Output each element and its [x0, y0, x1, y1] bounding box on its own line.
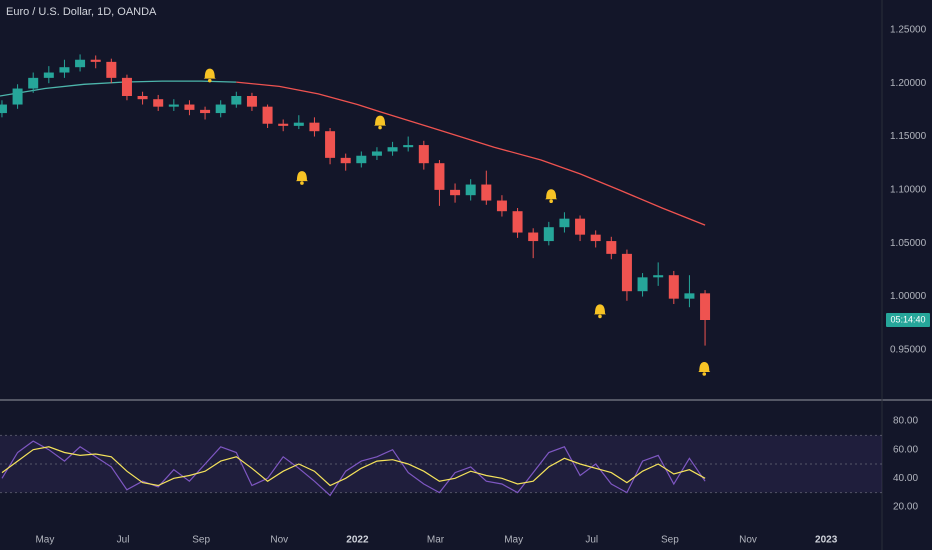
candle-body — [653, 275, 664, 278]
candle-body — [621, 253, 632, 292]
candle-body — [340, 157, 351, 164]
bell-body — [593, 304, 606, 315]
candle-body — [262, 106, 273, 124]
moving-average-line — [236, 81, 706, 226]
candle-body — [278, 123, 289, 126]
y-tick-label: 1.15000 — [890, 131, 927, 142]
candle-body — [575, 218, 586, 235]
candle-body — [215, 104, 226, 114]
alert-bell — [593, 304, 606, 319]
bell-body — [374, 115, 387, 126]
candle-body — [668, 275, 679, 299]
alert-bell — [698, 362, 711, 376]
bell-clapper — [378, 125, 382, 130]
bell-clapper — [300, 181, 304, 185]
rsi-line — [1, 446, 706, 487]
candle-body — [325, 131, 336, 158]
y-tick-label: 40.00 — [893, 473, 918, 484]
candle-body — [137, 96, 148, 100]
price-label-box — [886, 313, 930, 327]
alert-bell — [545, 189, 558, 203]
bell-clapper — [207, 78, 212, 83]
bell-clapper — [549, 199, 553, 203]
candle-body — [293, 122, 304, 126]
candle-body — [121, 77, 132, 96]
candle-body — [528, 232, 539, 242]
candle-body — [231, 96, 242, 105]
y-tick-label: 1.25000 — [890, 25, 927, 36]
y-tick-label: 1.20000 — [890, 78, 927, 89]
alert-bell — [295, 171, 308, 185]
candle-body — [356, 155, 367, 164]
candle-body — [418, 145, 429, 164]
x-tick-label: Nov — [739, 535, 757, 546]
candle-body — [12, 88, 23, 105]
candle-body — [465, 184, 476, 196]
candle-body — [559, 218, 570, 228]
bell-clapper — [598, 314, 602, 319]
candle-body — [700, 293, 711, 320]
bell-body — [295, 171, 308, 182]
candle-body — [184, 104, 195, 110]
chart-title: Euro / U.S. Dollar, 1D, OANDA — [6, 6, 157, 18]
candle-body — [200, 109, 211, 114]
candle-body — [637, 277, 648, 292]
bell-body — [545, 189, 558, 200]
alert-bell — [203, 68, 216, 83]
x-tick-label: Nov — [270, 535, 288, 546]
candle-body — [153, 99, 164, 107]
y-tick-label: 20.00 — [893, 502, 918, 513]
y-tick-label: 0.95000 — [890, 345, 927, 356]
candle-body — [496, 200, 507, 212]
x-tick-label: Mar — [427, 535, 445, 546]
candle-body — [371, 151, 382, 156]
y-tick-label: 80.00 — [893, 416, 918, 427]
candle-body — [512, 211, 523, 233]
x-tick-label: Jul — [585, 535, 598, 546]
candle-body — [75, 59, 86, 68]
x-tick-label: 2022 — [346, 535, 369, 546]
candle-body — [387, 147, 398, 152]
candle-body — [606, 241, 617, 254]
candle-body — [59, 67, 70, 73]
candle-body — [168, 104, 179, 107]
alert-bell — [374, 115, 387, 130]
candle-body — [434, 163, 445, 190]
candle-body — [450, 189, 461, 196]
candle-body — [106, 61, 117, 78]
rsi-line — [1, 440, 706, 497]
x-tick-label: Sep — [192, 535, 210, 546]
y-tick-label: 1.10000 — [890, 185, 927, 196]
candle-body — [590, 234, 601, 242]
x-tick-label: May — [35, 535, 54, 546]
candle-body — [481, 184, 492, 201]
candle-body — [43, 72, 54, 78]
candle-body — [0, 104, 7, 114]
candle-body — [684, 293, 695, 299]
y-tick-label: 1.00000 — [890, 291, 927, 302]
x-tick-label: 2023 — [815, 535, 838, 546]
price-label: 05:14:40 — [890, 314, 925, 324]
candle-body — [309, 122, 320, 132]
x-tick-label: Jul — [117, 535, 130, 546]
bell-body — [203, 68, 216, 79]
x-tick-label: Sep — [661, 535, 679, 546]
bell-clapper — [702, 372, 707, 376]
candle-body — [90, 59, 101, 62]
candle-body — [28, 77, 39, 89]
bell-body — [698, 362, 711, 372]
candle-body — [543, 227, 554, 242]
x-tick-label: May — [504, 535, 523, 546]
candle-body — [246, 96, 257, 107]
y-tick-label: 1.05000 — [890, 238, 927, 249]
y-tick-label: 60.00 — [893, 444, 918, 455]
candle-body — [403, 145, 414, 148]
